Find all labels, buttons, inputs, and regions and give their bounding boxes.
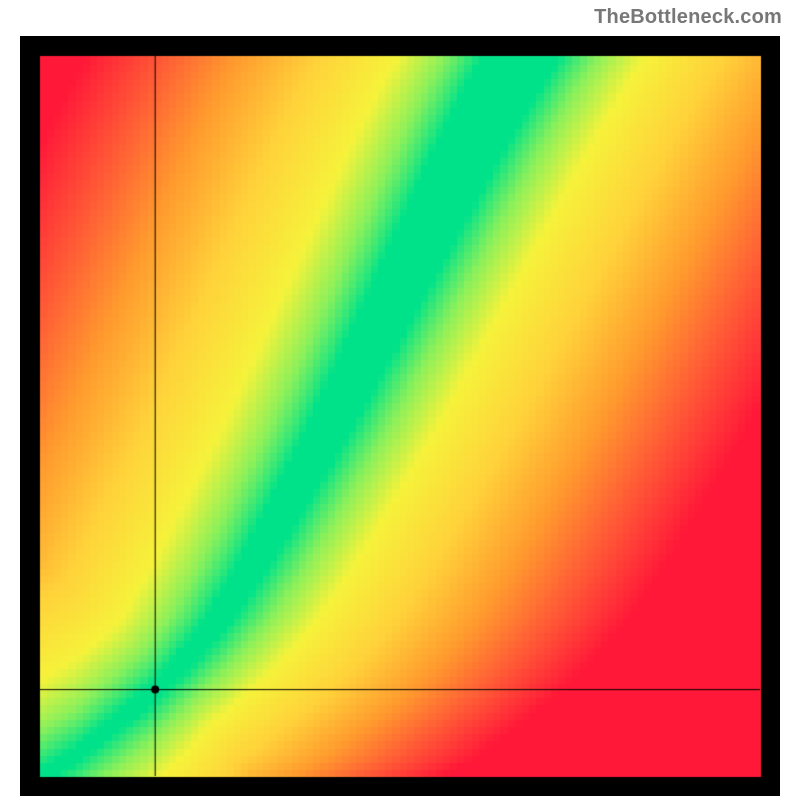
attribution-label: TheBottleneck.com xyxy=(594,6,782,29)
bottleneck-heatmap xyxy=(20,36,780,796)
